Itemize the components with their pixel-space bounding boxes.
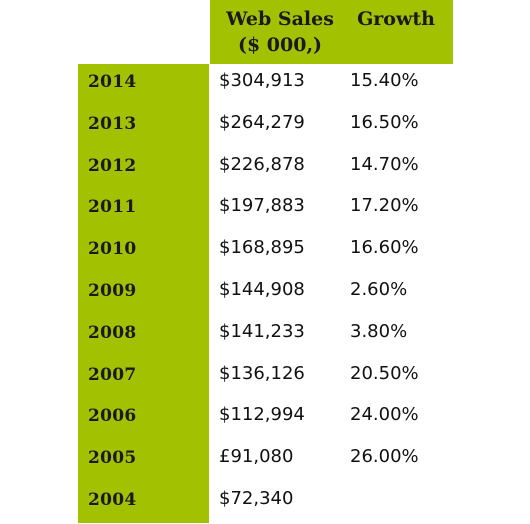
header-band [210, 0, 453, 64]
growth-cell: 16.50% [350, 111, 419, 133]
web-sales-cell: $72,340 [219, 488, 294, 509]
growth-cell: 17.20% [350, 195, 419, 217]
table-row: 2010 $168,895 16.60% [0, 231, 530, 273]
web-sales-cell: $226,878 [219, 153, 305, 175]
table-row: 2011 $197,883 17.20% [0, 189, 530, 231]
growth-cell: 20.50% [350, 362, 419, 384]
table-row: 2005 £91,080 26.00% [0, 440, 530, 482]
growth-cell: 16.60% [350, 237, 419, 259]
year-cell: 2008 [88, 322, 137, 343]
table-row: 2013 $264,279 16.50% [0, 106, 530, 148]
table-row: 2007 $136,126 20.50% [0, 357, 530, 399]
growth-cell: 15.40% [350, 70, 419, 91]
table-row: 2012 $226,878 14.70% [0, 148, 530, 190]
year-cell: 2014 [88, 72, 137, 92]
year-column-band [78, 64, 209, 523]
growth-cell: 14.70% [350, 153, 419, 175]
year-cell: 2009 [88, 281, 137, 301]
header-web-sales-line1: Web Sales [226, 8, 334, 30]
web-sales-cell: $112,994 [219, 404, 305, 426]
year-cell: 2012 [88, 155, 137, 176]
growth-cell: 2.60% [350, 279, 408, 300]
growth-cell: 24.00% [350, 404, 419, 426]
growth-cell: 26.00% [350, 446, 419, 468]
year-cell: 2004 [88, 490, 137, 510]
year-cell: 2011 [88, 197, 137, 218]
table-row: 2008 $141,233 3.80% [0, 315, 530, 357]
header-web-sales-line2: ($ 000,) [237, 34, 323, 56]
year-cell: 2013 [88, 113, 137, 134]
growth-cell: 3.80% [350, 320, 408, 342]
web-sales-cell: $141,233 [219, 320, 305, 342]
year-cell: 2007 [88, 364, 137, 385]
year-cell: 2006 [88, 406, 137, 427]
table-row: 2004 $72,340 [0, 482, 530, 524]
year-cell: 2010 [88, 239, 137, 260]
web-sales-cell: $144,908 [219, 279, 305, 300]
web-sales-cell: £91,080 [219, 446, 294, 468]
table-row: 2014 $304,913 15.40% [0, 64, 530, 106]
table-row: 2009 $144,908 2.60% [0, 273, 530, 315]
year-cell: 2005 [88, 448, 137, 469]
web-sales-cell: $136,126 [219, 362, 305, 384]
web-sales-cell: $168,895 [219, 237, 305, 259]
header-growth: Growth [357, 8, 435, 30]
web-sales-cell: $264,279 [219, 111, 305, 133]
header-web-sales: Web Sales ($ 000,) [214, 6, 346, 58]
web-sales-cell: $304,913 [219, 70, 305, 91]
table-row: 2006 $112,994 24.00% [0, 398, 530, 440]
web-sales-cell: $197,883 [219, 195, 305, 217]
